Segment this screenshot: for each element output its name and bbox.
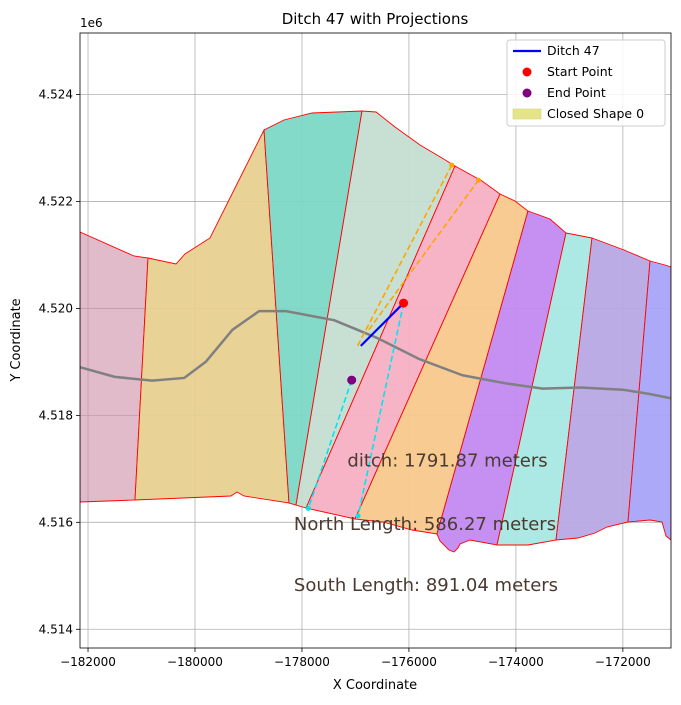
north-projection-line	[368, 179, 480, 331]
south-projection-line	[357, 302, 405, 517]
legend-label: End Point	[547, 85, 606, 100]
legend-swatch-dot	[522, 67, 532, 77]
legend-box	[506, 39, 666, 127]
south-projection-line	[307, 379, 353, 509]
ditch-line	[360, 302, 405, 347]
x-tick-label: −172000	[595, 655, 651, 669]
y-tick-label: 4.514	[39, 622, 73, 636]
length-annotation: South Length: 891.04 meters	[294, 575, 558, 596]
closed-shapes	[80, 110, 671, 553]
river-line	[80, 309, 671, 400]
axes: −182000 −180000 −178000 −176000 −174000 −1720…	[39, 32, 672, 669]
y-tick-label: 4.522	[39, 194, 73, 208]
legend: Ditch 47 Start Point End Point Closed Shape…	[506, 39, 666, 127]
x-axis-label: X Coordinate	[333, 678, 417, 693]
north-projection-line	[356, 164, 453, 347]
north-projection-point	[449, 162, 455, 168]
x-tick-label: −182000	[60, 655, 116, 669]
y-offset-label: 1e6	[80, 16, 103, 30]
legend-label: Closed Shape 0	[547, 106, 644, 121]
length-annotation: North Length: 586.27 meters	[294, 514, 556, 535]
chart-title: Ditch 47 with Projections	[282, 10, 469, 28]
region-9	[627, 260, 671, 541]
legend-label: Start Point	[547, 64, 613, 79]
y-tick-label: 4.516	[39, 515, 73, 529]
region-3	[295, 110, 456, 509]
legend-swatch-patch	[512, 108, 542, 120]
y-tick-label: 4.520	[39, 301, 73, 315]
plot-frame	[79, 32, 672, 649]
start-point	[399, 298, 409, 308]
x-tick-label: −176000	[381, 655, 437, 669]
legend-swatch-dot	[522, 88, 532, 98]
region-1	[134, 128, 290, 504]
south-projection-point	[305, 505, 311, 511]
y-tick-label: 4.524	[39, 88, 73, 102]
region-5	[354, 193, 529, 535]
x-tick-label: −180000	[167, 655, 223, 669]
line-layer	[80, 162, 671, 519]
length-annotation: ditch: 1791.87 meters	[347, 451, 547, 472]
end-point	[347, 375, 357, 385]
legend-label: Ditch 47	[547, 43, 600, 58]
y-axis-label: Y Coordinate	[9, 298, 24, 382]
y-tick-label: 4.518	[39, 408, 73, 422]
x-tick-label: −174000	[488, 655, 544, 669]
annotations: ditch: 1791.87 meters North Length: 586.2…	[294, 451, 558, 596]
x-tick-label: −178000	[274, 655, 330, 669]
south-projection-point	[355, 513, 361, 519]
north-projection-point	[475, 177, 481, 183]
